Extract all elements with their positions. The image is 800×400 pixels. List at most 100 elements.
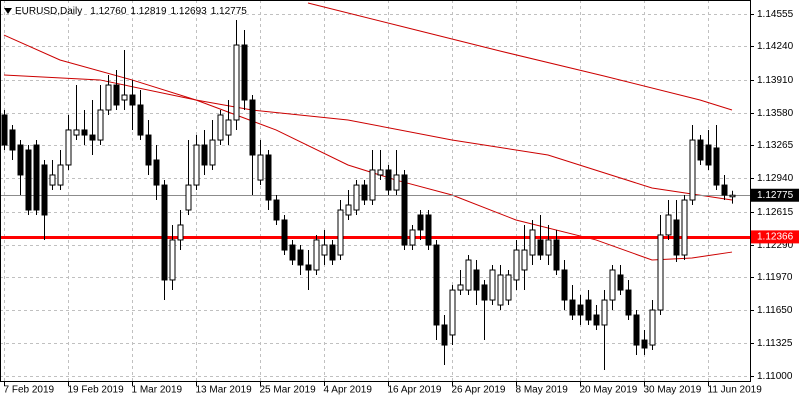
candle-body xyxy=(9,129,16,151)
candle-body xyxy=(513,249,520,281)
candle-body xyxy=(553,239,560,271)
plot xyxy=(0,2,750,371)
candle-body xyxy=(41,164,48,216)
candle-body xyxy=(73,129,80,136)
plot-border xyxy=(0,0,751,382)
candle-body xyxy=(49,174,56,186)
candle-body xyxy=(393,174,400,191)
candle-body xyxy=(145,134,152,166)
candle-body xyxy=(377,169,384,176)
x-tick-label: 13 Mar 2019 xyxy=(196,385,253,396)
candle-body xyxy=(609,269,616,301)
candle-body xyxy=(545,239,552,256)
candle-body xyxy=(81,129,88,136)
candle-body xyxy=(65,129,72,166)
price-label-box xyxy=(751,188,799,202)
candle-body xyxy=(249,99,256,156)
x-tick-label: 8 May 2019 xyxy=(516,385,569,396)
candle-body xyxy=(97,109,104,141)
candle-body xyxy=(433,244,440,326)
candle-body xyxy=(457,284,464,291)
candle-body xyxy=(473,269,480,291)
candle-body xyxy=(569,299,576,316)
candle-body xyxy=(201,144,208,166)
y-tick-label: 1.14555 xyxy=(757,9,794,20)
candle-body xyxy=(385,169,392,191)
candle-body xyxy=(129,94,136,106)
candle-body xyxy=(137,104,144,136)
candle-body xyxy=(409,229,416,246)
symbol: EURUSD,Daily xyxy=(15,6,82,17)
candle-body xyxy=(321,244,328,256)
x-tick-label: 25 Mar 2019 xyxy=(260,385,317,396)
candle-body xyxy=(89,134,96,141)
x-tick-label: 16 Apr 2019 xyxy=(388,385,442,396)
x-tick-label: 4 Apr 2019 xyxy=(324,385,373,396)
y-tick-label: 1.13910 xyxy=(757,75,794,86)
candle-body xyxy=(465,259,472,291)
quote: 1.12775 xyxy=(211,6,248,17)
candle-body xyxy=(313,239,320,271)
candle-body xyxy=(665,214,672,236)
candle-body xyxy=(417,214,424,231)
candle-body xyxy=(297,249,304,266)
y-tick-label: 1.11650 xyxy=(757,305,793,316)
candle-body xyxy=(481,284,488,301)
y-tick-label: 1.13265 xyxy=(757,140,794,151)
candle-body xyxy=(57,164,64,186)
price-label: 1.12775 xyxy=(757,190,794,201)
candle-body xyxy=(585,299,592,321)
candle-body xyxy=(641,339,648,349)
y-tick-label: 1.12290 xyxy=(757,240,794,251)
candle-body xyxy=(217,114,224,141)
quote: 1.12760 xyxy=(90,6,127,17)
price-label: 1.12366 xyxy=(757,232,794,243)
candle-body xyxy=(369,169,376,201)
candle-body xyxy=(305,264,312,271)
candle-body xyxy=(593,314,600,326)
candle-body xyxy=(721,184,728,196)
candle-body xyxy=(449,289,456,336)
y-tick-label: 1.12615 xyxy=(757,207,794,218)
candle-body xyxy=(649,309,656,346)
candle-body xyxy=(289,244,296,261)
candle-body xyxy=(697,139,704,161)
x-tick-label: 19 Feb 2019 xyxy=(68,385,125,396)
candle-body xyxy=(121,94,128,101)
candle-body xyxy=(441,324,448,346)
candle-body xyxy=(185,184,192,211)
candle-body xyxy=(209,139,216,166)
x-tick-label: 11 Jun 2019 xyxy=(708,385,763,396)
candle-body xyxy=(729,194,736,198)
quote: 1.12693 xyxy=(171,6,208,17)
candle-body xyxy=(537,239,544,256)
x-tick-label: 20 May 2019 xyxy=(580,385,638,396)
candle-body xyxy=(273,199,280,221)
candle-body xyxy=(625,289,632,316)
candle-body xyxy=(497,274,504,306)
candle-body xyxy=(529,229,536,256)
x-tick-label: 7 Feb 2019 xyxy=(4,385,55,396)
candle-body xyxy=(113,84,120,106)
header: EURUSD,Daily 1.12760 1.12819 1.12693 1.12775 xyxy=(15,6,247,17)
candle-body xyxy=(233,44,240,121)
candle-body xyxy=(33,144,40,211)
price-label-box xyxy=(751,230,799,244)
x-tick-label: 1 Mar 2019 xyxy=(132,385,183,396)
candle-body xyxy=(353,184,360,211)
quote: 1.12819 xyxy=(130,6,167,17)
candle-body xyxy=(177,224,184,241)
y-tick-label: 1.14240 xyxy=(757,41,794,52)
candle-body xyxy=(169,239,176,281)
candle-body xyxy=(401,174,408,246)
candle-body xyxy=(561,269,568,301)
candle-body xyxy=(161,184,168,281)
candle-body xyxy=(265,154,272,201)
candle-body xyxy=(153,159,160,186)
candle-body xyxy=(337,209,344,256)
candle-body xyxy=(633,314,640,346)
y-tick-label: 1.12940 xyxy=(757,173,794,184)
candle-body xyxy=(601,299,608,326)
candle-body xyxy=(577,304,584,316)
candle-body xyxy=(689,139,696,201)
